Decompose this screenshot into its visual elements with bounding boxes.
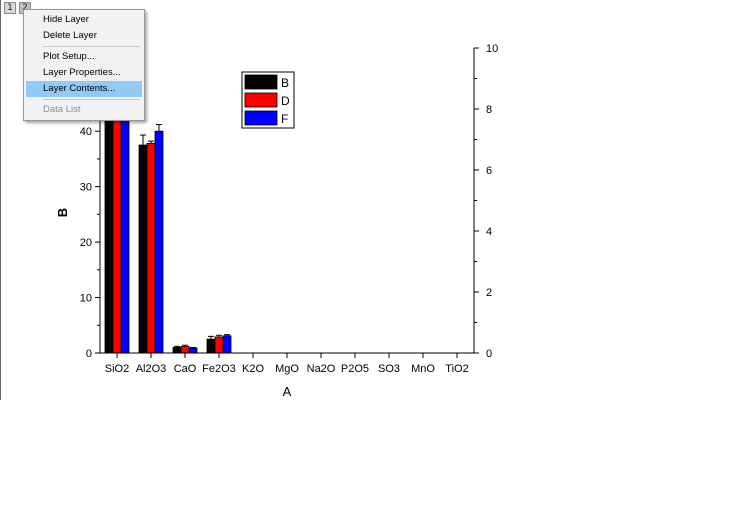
layer-1-button[interactable]: 1 bbox=[4, 2, 16, 14]
x-tick-label-K2O: K2O bbox=[242, 363, 264, 375]
x-axis-title: A bbox=[283, 384, 292, 399]
y-tick-label-10: 10 bbox=[80, 293, 92, 305]
menu-item-hide-layer[interactable]: Hide Layer bbox=[43, 14, 89, 25]
bar-F-Al2O3 bbox=[154, 130, 164, 354]
bar-F-Fe2O3 bbox=[222, 335, 232, 354]
legend-label-B: B bbox=[281, 76, 289, 90]
menu-separator bbox=[43, 46, 140, 47]
y2-tick-label-10: 10 bbox=[486, 43, 498, 55]
x-tick-label-CaO: CaO bbox=[174, 363, 197, 375]
legend-swatch-F bbox=[244, 110, 278, 126]
bar-D-CaO bbox=[180, 345, 190, 354]
y2-tick-label-8: 8 bbox=[486, 104, 492, 116]
window-left-edge bbox=[0, 0, 1, 400]
bar-B-Al2O3 bbox=[138, 144, 148, 354]
y-tick-label-40: 40 bbox=[80, 126, 92, 138]
legend-swatch-D bbox=[244, 92, 278, 108]
x-tick-label-SO3: SO3 bbox=[378, 363, 400, 375]
bar-B-SiO2 bbox=[104, 86, 114, 354]
menu-item-layer-properties[interactable]: Layer Properties... bbox=[43, 67, 121, 78]
x-tick-label-Al2O3: Al2O3 bbox=[136, 363, 167, 375]
x-tick-label-Na2O: Na2O bbox=[307, 363, 336, 375]
x-tick-label-MnO: MnO bbox=[411, 363, 435, 375]
menu-item-layer-contents[interactable]: Layer Contents... bbox=[26, 81, 142, 97]
y2-tick-label-0: 0 bbox=[486, 348, 492, 360]
bar-D-SiO2 bbox=[112, 86, 122, 354]
y-axis-title: B bbox=[55, 208, 70, 217]
y2-tick-label-6: 6 bbox=[486, 165, 492, 177]
y-tick-label-30: 30 bbox=[80, 182, 92, 194]
x-tick-label-MgO: MgO bbox=[275, 363, 299, 375]
menu-item-plot-setup[interactable]: Plot Setup... bbox=[43, 51, 95, 62]
menu-item-delete-layer[interactable]: Delete Layer bbox=[43, 30, 97, 41]
layer-context-menu: Hide Layer Delete Layer Plot Setup... La… bbox=[23, 9, 145, 121]
x-tick-label-P2O5: P2O5 bbox=[341, 363, 369, 375]
y-tick-label-0: 0 bbox=[86, 348, 92, 360]
y2-tick-label-4: 4 bbox=[486, 226, 492, 238]
x-tick-label-SiO2: SiO2 bbox=[105, 363, 129, 375]
legend-label-F: F bbox=[281, 112, 288, 126]
bar-B-CaO bbox=[172, 347, 182, 354]
menu-item-data-list: Data List bbox=[43, 104, 81, 115]
legend-label-D: D bbox=[281, 94, 290, 108]
bar-B-Fe2O3 bbox=[206, 338, 216, 354]
bar-F-CaO bbox=[188, 347, 198, 354]
legend-swatch-B bbox=[244, 74, 278, 90]
menu-separator bbox=[43, 99, 140, 100]
x-tick-label-Fe2O3: Fe2O3 bbox=[202, 363, 236, 375]
y2-tick-label-2: 2 bbox=[486, 287, 492, 299]
bar-F-SiO2 bbox=[120, 86, 130, 354]
x-tick-label-TiO2: TiO2 bbox=[445, 363, 468, 375]
bar-D-Al2O3 bbox=[146, 142, 156, 354]
y-tick-label-20: 20 bbox=[80, 237, 92, 249]
bar-D-Fe2O3 bbox=[214, 336, 224, 354]
